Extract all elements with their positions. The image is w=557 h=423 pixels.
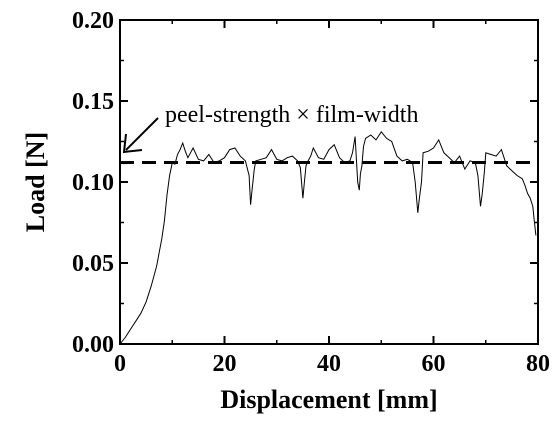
tick-labels: 0 20 40 60 80 0.00 0.05 0.10 0.15 0.20: [72, 8, 550, 377]
y-tick-label: 0.10: [72, 170, 114, 196]
y-tick-label: 0.05: [72, 251, 114, 277]
x-tick-label: 0: [114, 351, 126, 377]
annotation-text: peel-strength × film-width: [165, 102, 418, 128]
y-tick-label: 0.20: [72, 8, 114, 34]
x-tick-label: 60: [422, 351, 446, 377]
x-axis-title: Displacement [mm]: [220, 385, 437, 414]
x-tick-label: 80: [526, 351, 550, 377]
axis-ticks: [119, 19, 539, 345]
y-axis-title: Load [N]: [21, 132, 50, 232]
x-tick-label: 20: [213, 351, 237, 377]
annotation-arrow-icon: [125, 117, 159, 151]
annotation: peel-strength × film-width: [122, 102, 418, 154]
x-tick-label: 40: [317, 351, 341, 377]
arrowhead-icon: [122, 133, 143, 154]
y-tick-label: 0.15: [72, 89, 114, 115]
data-series-line: [119, 130, 537, 345]
y-tick-label: 0.00: [72, 332, 114, 358]
